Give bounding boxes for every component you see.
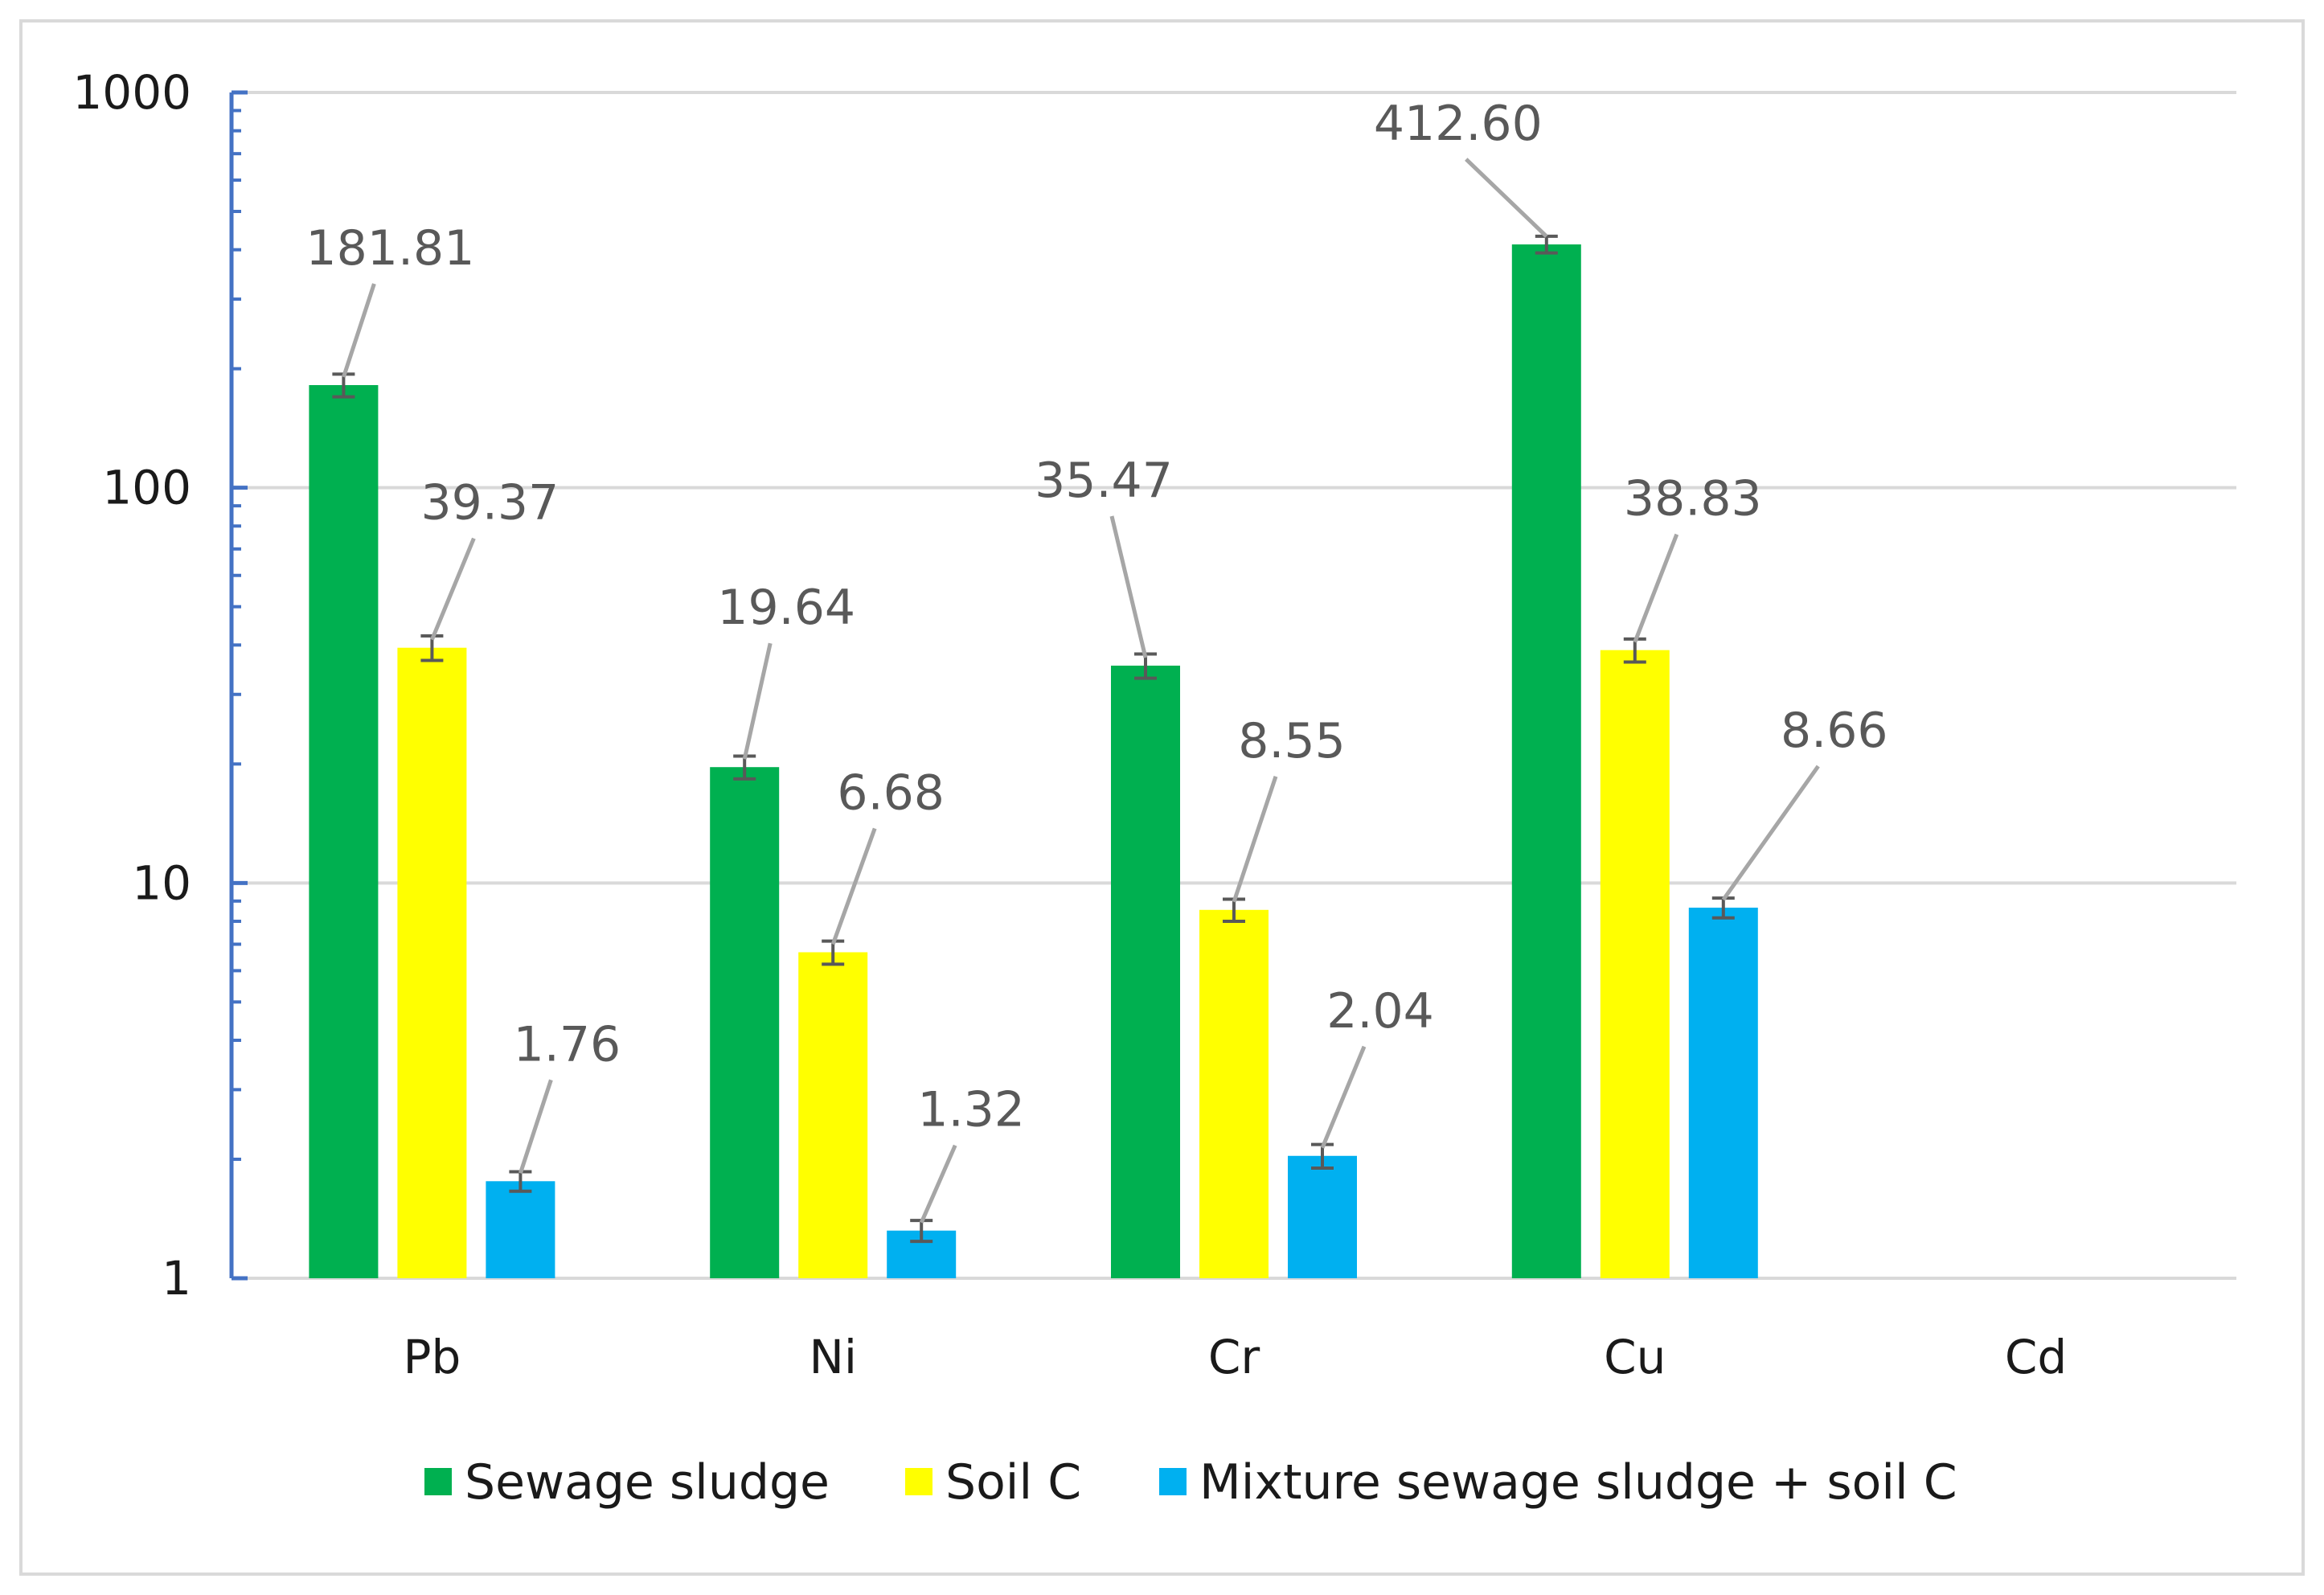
legend-swatch-soil-c	[905, 1468, 932, 1495]
x-tick-label-ni: Ni	[809, 1330, 857, 1384]
data-label-sewage-sludge-cu: 412.60	[1374, 96, 1543, 152]
bar-sewage-sludge-cu	[1511, 244, 1581, 1278]
leader-line-soil-c-cu	[1633, 533, 1679, 643]
bar-mixture-sewage-sludge-soil-c-cu	[1688, 908, 1758, 1278]
leader-line-soil-c-ni	[830, 827, 877, 945]
x-tick-label-cr: Cr	[1208, 1330, 1260, 1384]
legend-label-soil-c: Soil C	[945, 1454, 1081, 1511]
y-tick-label-10: 10	[132, 855, 191, 910]
data-label-mixture-sewage-sludge-soil-c-ni: 1.32	[917, 1082, 1025, 1138]
bar-mixture-sewage-sludge-soil-c-pb	[486, 1181, 555, 1278]
y-tick-label-1000: 1000	[72, 65, 191, 120]
x-tick-label-cu: Cu	[1604, 1330, 1666, 1384]
leader-line-mixture-sewage-sludge-soil-c-cu	[1721, 765, 1820, 901]
leader-line-sewage-sludge-ni	[742, 642, 773, 760]
y-tick-label-1: 1	[162, 1251, 191, 1306]
leader-line-sewage-sludge-cu	[1465, 158, 1548, 238]
legend-label-sewage-sludge: Sewage sludge	[465, 1454, 830, 1511]
bar-sewage-sludge-ni	[710, 767, 780, 1278]
x-tick-label-cd: Cd	[2005, 1330, 2067, 1384]
leader-line-mixture-sewage-sludge-soil-c-cr	[1320, 1045, 1367, 1149]
bar-soil-c-ni	[798, 952, 868, 1278]
legend-item-soil-c: Soil C	[905, 1454, 1081, 1511]
legend: Sewage sludge Soil C Mixture sewage sludge…	[424, 1454, 1957, 1511]
x-tick-label-pb: Pb	[404, 1330, 461, 1384]
bar-sewage-sludge-cr	[1111, 665, 1180, 1278]
bar-soil-c-pb	[397, 647, 467, 1278]
leader-line-sewage-sludge-pb	[342, 283, 376, 378]
y-tick-label-100: 100	[102, 461, 191, 515]
legend-item-sewage-sludge: Sewage sludge	[424, 1454, 830, 1511]
leader-line-mixture-sewage-sludge-soil-c-ni	[919, 1144, 957, 1224]
data-label-soil-c-cr: 8.55	[1238, 713, 1346, 769]
legend-swatch-sewage-sludge	[424, 1468, 452, 1495]
data-label-soil-c-ni: 6.68	[837, 765, 945, 821]
legend-swatch-mixture-sewage-sludge-soil-c	[1159, 1468, 1187, 1495]
data-label-soil-c-pb: 39.37	[421, 475, 559, 531]
data-label-soil-c-cu: 38.83	[1624, 471, 1762, 527]
data-label-mixture-sewage-sludge-soil-c-cr: 2.04	[1326, 983, 1434, 1039]
data-label-sewage-sludge-ni: 19.64	[717, 580, 855, 636]
data-label-sewage-sludge-cr: 35.47	[1035, 453, 1173, 509]
data-label-mixture-sewage-sludge-soil-c-cu: 8.66	[1781, 703, 1888, 759]
leader-line-soil-c-cr	[1232, 775, 1278, 903]
data-label-sewage-sludge-pb: 181.81	[305, 220, 474, 277]
bar-mixture-sewage-sludge-soil-c-cr	[1288, 1155, 1357, 1278]
leader-line-soil-c-pb	[430, 537, 476, 641]
bars	[309, 234, 1758, 1279]
bar-soil-c-cu	[1600, 650, 1670, 1278]
data-label-mixture-sewage-sludge-soil-c-pb: 1.76	[514, 1016, 621, 1072]
leader-line-mixture-sewage-sludge-soil-c-pb	[518, 1079, 553, 1175]
data-labels: 181.81 39.37 1.76 19.64 6.68 1.32 35.47 8.55 2.0…	[305, 96, 1888, 1224]
legend-label-mixture-sewage-sludge-soil-c: Mixture sewage sludge + soil C	[1199, 1454, 1957, 1511]
bar-sewage-sludge-pb	[309, 385, 379, 1279]
bar-soil-c-cr	[1199, 909, 1269, 1278]
y-axis: 1 10 100 1000	[72, 65, 248, 1306]
category-labels: Pb Ni Cr Cu Cd	[404, 1330, 2068, 1384]
legend-item-mixture-sewage-sludge-soil-c: Mixture sewage sludge + soil C	[1159, 1454, 1957, 1511]
leader-line-sewage-sludge-cr	[1109, 515, 1148, 658]
